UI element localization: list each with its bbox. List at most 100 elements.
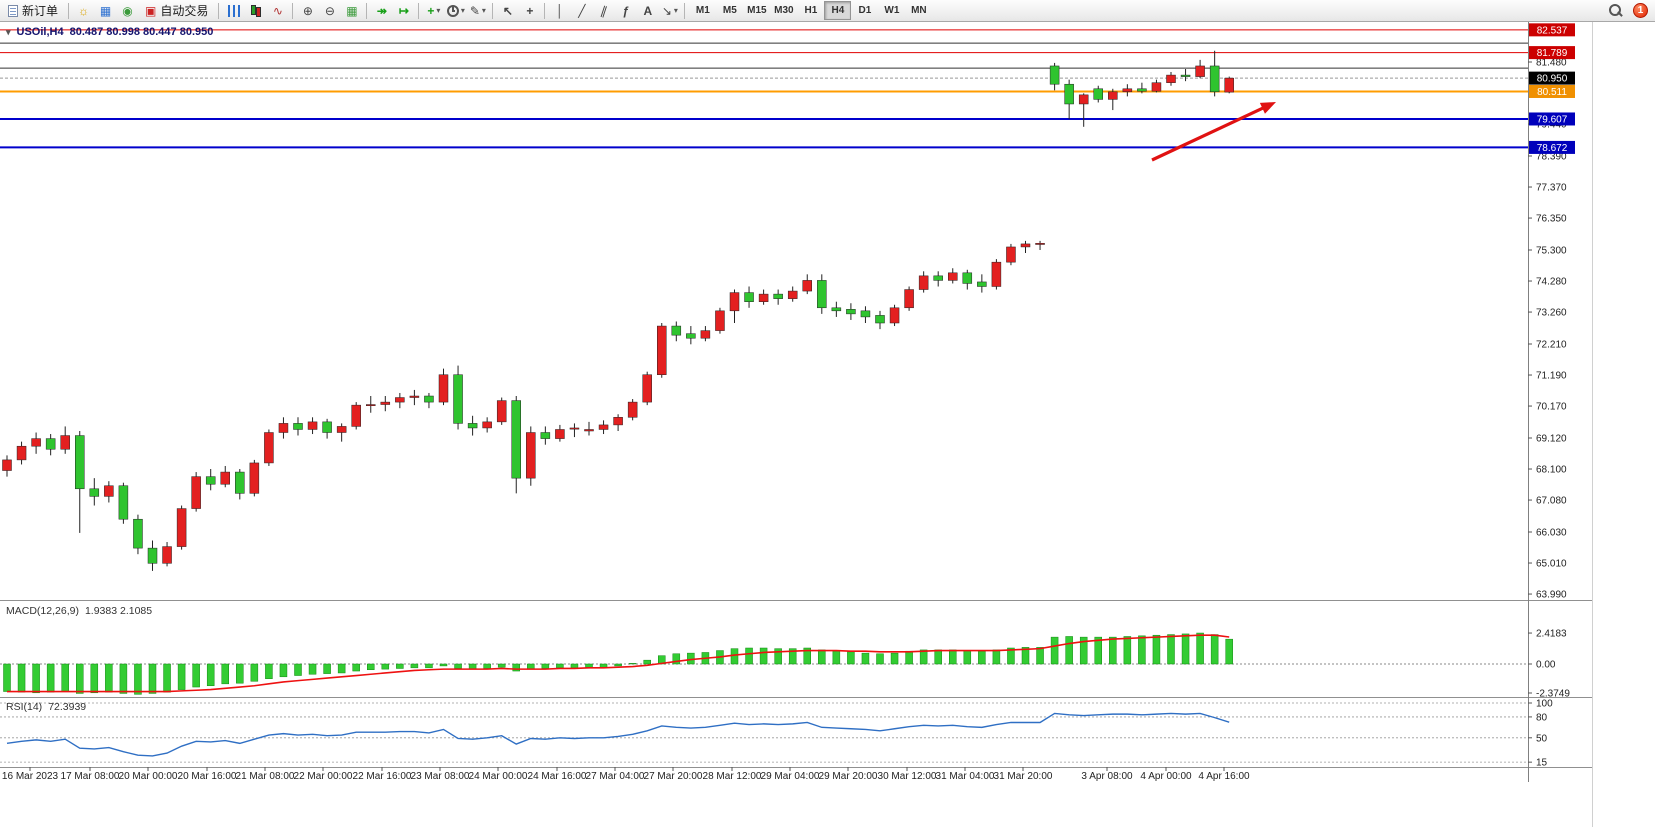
- svg-text:100: 100: [1536, 699, 1553, 710]
- svg-text:16 Mar 2023: 16 Mar 2023: [2, 771, 59, 782]
- toolbar-separator: [492, 2, 494, 19]
- svg-text:79.607: 79.607: [1537, 114, 1568, 125]
- toolbar-separator: [684, 2, 686, 19]
- toolbar-separator: [68, 2, 70, 19]
- zoom-in-button[interactable]: ⊕: [297, 1, 318, 20]
- timeframe-m1-button[interactable]: M1: [689, 1, 716, 20]
- auto-trading-icon: ▣: [145, 3, 157, 18]
- auto-trading-label: 自动交易: [160, 4, 209, 18]
- periods-button[interactable]: [445, 1, 466, 20]
- profiles-icon: ◉: [122, 3, 133, 18]
- charts-grid-icon: ▦: [99, 3, 112, 18]
- svg-text:68.100: 68.100: [1536, 465, 1567, 476]
- one-click-trading-toggle[interactable]: ▾: [6, 26, 11, 37]
- search-icon[interactable]: [1608, 3, 1623, 18]
- svg-text:17 Mar 08:00: 17 Mar 08:00: [61, 771, 120, 782]
- cursor-button[interactable]: ↖: [497, 1, 518, 20]
- profiles-button[interactable]: ◉: [117, 1, 138, 20]
- svg-text:82.537: 82.537: [1537, 25, 1568, 36]
- equidistant-channel-icon: ∥: [598, 2, 609, 19]
- channel-button[interactable]: ∥: [593, 1, 614, 20]
- candlesticks: [2, 50, 1234, 571]
- text-tool-button[interactable]: A: [637, 1, 658, 20]
- zoom-in-icon: ⊕: [302, 3, 313, 18]
- indicators-button[interactable]: +: [423, 1, 444, 20]
- svg-text:69.120: 69.120: [1536, 433, 1567, 444]
- svg-text:76.350: 76.350: [1536, 214, 1567, 225]
- rsi-value: 72.3939: [48, 701, 87, 713]
- toolbar-separator: [418, 2, 420, 19]
- timeframe-m30-button[interactable]: M30: [770, 1, 797, 20]
- timeframe-h4-button[interactable]: H4: [824, 1, 852, 20]
- clock-icon: [446, 4, 459, 17]
- svg-text:27 Mar 04:00: 27 Mar 04:00: [586, 771, 645, 782]
- trendline-button[interactable]: ╱: [571, 1, 592, 20]
- zoom-out-button[interactable]: ⊖: [319, 1, 340, 20]
- macd-indicator-label: MACD(12,26,9) 1.9383 2.1085: [6, 605, 152, 617]
- svg-text:4 Apr 16:00: 4 Apr 16:00: [1198, 771, 1250, 782]
- svg-text:77.370: 77.370: [1536, 183, 1567, 194]
- metaeditor-icon: ☼: [78, 3, 90, 18]
- charts-button[interactable]: ▦: [95, 1, 116, 20]
- time-axis: 16 Mar 2023 17 Mar 08:00 20 Mar 00:00 20 Ma…: [2, 767, 1250, 782]
- svg-text:15: 15: [1536, 758, 1548, 769]
- timeframe-mn-button[interactable]: MN: [905, 1, 932, 20]
- arrows-tool-button[interactable]: ↘: [659, 1, 680, 20]
- crosshair-icon: +: [526, 3, 534, 18]
- tile-windows-button[interactable]: ▦: [341, 1, 362, 20]
- tile-windows-icon: ▦: [346, 3, 358, 18]
- trend-arrow: [1151, 102, 1276, 162]
- line-chart-button[interactable]: ∿: [267, 1, 288, 20]
- bar-chart-button[interactable]: [223, 1, 244, 20]
- svg-text:23 Mar 08:00: 23 Mar 08:00: [411, 771, 470, 782]
- templates-button[interactable]: ✎: [467, 1, 488, 20]
- svg-text:3 Apr 08:00: 3 Apr 08:00: [1081, 771, 1133, 782]
- bar-chart-icon: [227, 4, 240, 17]
- svg-text:31 Mar 20:00: 31 Mar 20:00: [994, 771, 1053, 782]
- svg-text:4 Apr 00:00: 4 Apr 00:00: [1140, 771, 1192, 782]
- svg-text:81.789: 81.789: [1537, 48, 1568, 59]
- fibonacci-icon: ƒ: [622, 3, 630, 18]
- svg-text:22 Mar 00:00: 22 Mar 00:00: [294, 771, 353, 782]
- svg-text:24 Mar 16:00: 24 Mar 16:00: [528, 771, 587, 782]
- auto-trading-button[interactable]: ▣ 自动交易: [139, 1, 214, 20]
- timeframe-m5-button[interactable]: M5: [716, 1, 743, 20]
- crosshair-button[interactable]: +: [519, 1, 540, 20]
- svg-text:72.210: 72.210: [1536, 339, 1567, 350]
- timeframe-m15-button[interactable]: M15: [743, 1, 770, 20]
- new-order-icon: [8, 4, 18, 17]
- new-order-button[interactable]: 新订单: [2, 1, 64, 20]
- toolbar-separator: [218, 2, 220, 19]
- svg-text:0.00: 0.00: [1536, 660, 1556, 671]
- svg-text:28 Mar 12:00: 28 Mar 12:00: [703, 771, 762, 782]
- candlestick-chart-icon: [250, 4, 262, 17]
- price-level-lines: [0, 29, 1528, 149]
- svg-text:50: 50: [1536, 733, 1548, 744]
- svg-text:65.010: 65.010: [1536, 559, 1567, 570]
- new-order-label: 新订单: [22, 4, 59, 18]
- svg-text:74.280: 74.280: [1536, 277, 1567, 288]
- svg-text:78.672: 78.672: [1537, 143, 1568, 154]
- metaeditor-button[interactable]: ☼: [73, 1, 94, 20]
- svg-text:29 Mar 04:00: 29 Mar 04:00: [761, 771, 820, 782]
- auto-scroll-button[interactable]: ↠: [371, 1, 392, 20]
- svg-text:2.4183: 2.4183: [1536, 629, 1567, 640]
- svg-text:67.080: 67.080: [1536, 496, 1567, 507]
- fibonacci-button[interactable]: ƒ: [615, 1, 636, 20]
- chart-shift-button[interactable]: ↦: [393, 1, 414, 20]
- candlestick-chart-button[interactable]: [245, 1, 266, 20]
- zoom-out-icon: ⊖: [324, 3, 335, 18]
- toolbar-separator: [544, 2, 546, 19]
- text-tool-icon: A: [643, 3, 653, 18]
- svg-text:80: 80: [1536, 712, 1548, 723]
- vertical-line-button[interactable]: │: [549, 1, 570, 20]
- timeframe-d1-button[interactable]: D1: [851, 1, 878, 20]
- svg-text:80.511: 80.511: [1537, 87, 1567, 98]
- svg-text:20 Mar 00:00: 20 Mar 00:00: [119, 771, 178, 782]
- timeframe-w1-button[interactable]: W1: [878, 1, 905, 20]
- svg-text:27 Mar 20:00: 27 Mar 20:00: [644, 771, 703, 782]
- timeframe-h1-button[interactable]: H1: [797, 1, 824, 20]
- svg-text:24 Mar 00:00: 24 Mar 00:00: [469, 771, 528, 782]
- notification-badge[interactable]: 1: [1633, 3, 1648, 18]
